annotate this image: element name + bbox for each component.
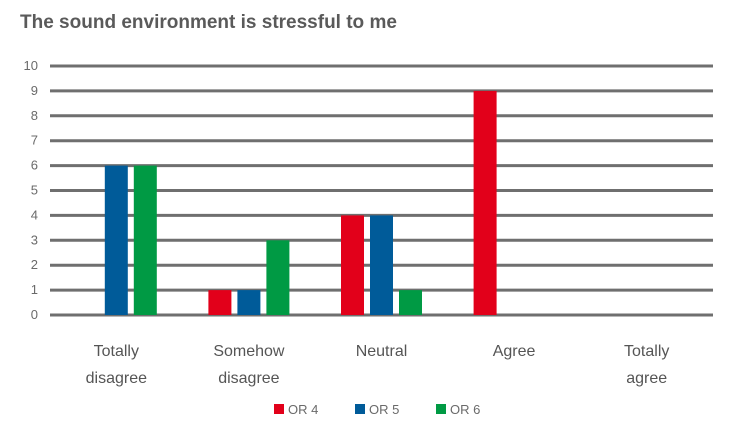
y-tick-label: 5 [31,183,38,198]
x-tick-label: Totally [94,343,139,360]
bar-or-5-2 [370,215,393,315]
x-axis: Totally disagree Somehow disagree Neutral Agr… [86,343,670,387]
bar-or-6-2 [399,290,422,315]
y-tick-label: 7 [31,133,38,148]
y-tick-label: 2 [31,257,38,272]
legend-label: OR 4 [288,402,318,417]
legend-swatch [274,404,284,414]
y-tick-label: 9 [31,83,38,98]
x-tick-label: disagree [218,370,279,387]
y-tick-label: 3 [31,232,38,247]
legend: OR 4 OR 5 OR 6 [274,402,480,417]
x-tick-label: agree [626,370,667,387]
x-tick-label: disagree [86,370,147,387]
bar-or-6-0 [133,165,157,315]
x-tick-label: Somehow [213,343,285,360]
x-tick-label: Neutral [356,343,408,360]
bar-or-4-3 [473,90,497,316]
bars [104,90,497,316]
y-axis: 0 1 2 3 4 5 6 7 8 9 10 [24,58,38,322]
bar-or-4-2 [341,215,364,315]
bar-or-5-1 [237,290,261,315]
y-tick-label: 1 [31,282,38,297]
bar-or-4-1 [208,290,232,315]
y-tick-label: 0 [31,307,38,322]
x-tick-label: Totally [624,343,669,360]
y-tick-label: 4 [31,207,38,222]
chart-title: The sound environment is stressful to me [20,12,397,33]
legend-swatch [355,404,365,414]
legend-label: OR 5 [369,402,399,417]
y-tick-label: 8 [31,108,38,123]
legend-label: OR 6 [450,402,480,417]
y-tick-label: 6 [31,158,38,173]
bar-or-5-0 [104,165,128,315]
y-tick-label: 10 [24,58,38,73]
legend-swatch [436,404,446,414]
bar-or-6-1 [266,240,290,315]
x-tick-label: Agree [493,343,536,360]
